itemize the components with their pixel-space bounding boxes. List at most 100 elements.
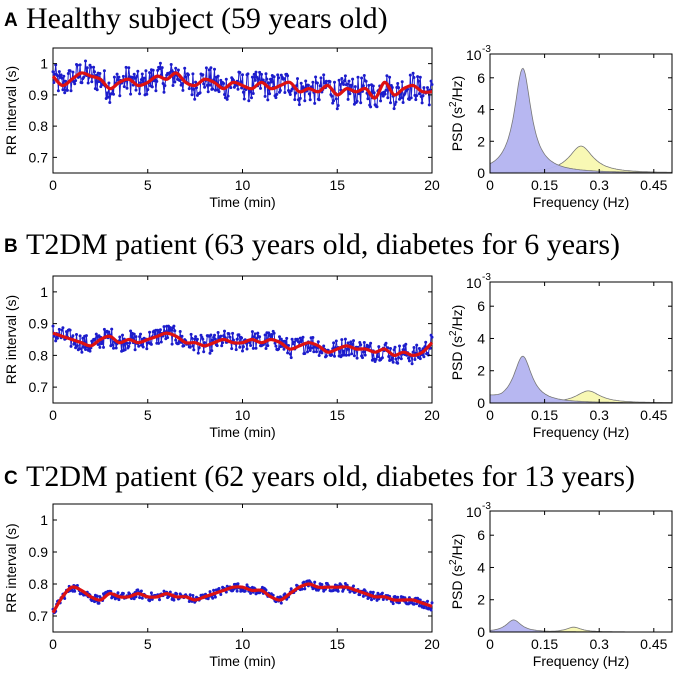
rr-point bbox=[211, 338, 215, 342]
rr-point bbox=[389, 347, 392, 350]
rr-point bbox=[366, 97, 370, 101]
psd-axes-frame bbox=[489, 281, 673, 404]
rr-point bbox=[264, 72, 268, 76]
rr-point bbox=[180, 334, 184, 338]
rr-point bbox=[351, 77, 355, 81]
rr-point bbox=[360, 76, 364, 80]
rr-point bbox=[203, 341, 207, 345]
rr-point bbox=[148, 330, 152, 334]
rr-point bbox=[429, 79, 433, 83]
rr-point bbox=[308, 98, 312, 102]
rr-point bbox=[315, 350, 318, 354]
rr-point bbox=[56, 336, 59, 340]
rr-point bbox=[95, 88, 99, 92]
rr-xtick-label: 5 bbox=[144, 177, 152, 193]
rr-point bbox=[264, 347, 268, 350]
rr-point bbox=[314, 75, 318, 79]
rr-point bbox=[398, 601, 401, 605]
rr-point bbox=[255, 75, 259, 79]
rr-point bbox=[266, 98, 270, 102]
rr-point bbox=[346, 97, 350, 101]
rr-point bbox=[227, 332, 231, 336]
rr-point bbox=[422, 355, 426, 359]
rr-point bbox=[237, 333, 241, 337]
rr-point bbox=[176, 68, 180, 72]
rr-point bbox=[348, 92, 352, 96]
rr-point bbox=[169, 328, 173, 332]
psd-scale-base: 10 bbox=[466, 275, 482, 291]
rr-point bbox=[222, 82, 226, 85]
rr-point bbox=[235, 337, 239, 341]
rr-point bbox=[223, 93, 226, 96]
rr-point bbox=[385, 74, 389, 78]
panel-label: C bbox=[4, 468, 18, 489]
rr-point bbox=[187, 87, 191, 91]
rr-point bbox=[213, 67, 216, 71]
rr-point bbox=[102, 69, 106, 73]
rr-point bbox=[59, 73, 63, 77]
rr-point bbox=[352, 339, 355, 343]
rr-ylabel: RR interval (s) bbox=[3, 295, 19, 384]
rr-point bbox=[320, 351, 324, 355]
rr-point bbox=[266, 344, 270, 348]
rr-point bbox=[240, 336, 244, 340]
rr-point bbox=[230, 347, 234, 351]
rr-point bbox=[84, 348, 87, 351]
rr-ytick-label: 0.8 bbox=[29, 347, 49, 363]
rr-point bbox=[239, 80, 243, 84]
rr-point bbox=[215, 344, 219, 348]
rr-point bbox=[375, 105, 379, 109]
rr-point bbox=[217, 90, 221, 94]
rr-point bbox=[172, 324, 176, 328]
rr-point bbox=[211, 87, 215, 91]
rr-point bbox=[102, 345, 105, 349]
rr-point bbox=[234, 348, 238, 352]
rr-point bbox=[250, 96, 253, 100]
rr-point bbox=[344, 353, 348, 357]
rr-point bbox=[63, 597, 67, 600]
rr-point bbox=[330, 353, 334, 357]
rr-point bbox=[299, 81, 303, 85]
rr-point bbox=[57, 70, 61, 74]
rr-point bbox=[317, 354, 321, 357]
rr-point bbox=[183, 66, 187, 70]
rr-point bbox=[320, 583, 324, 586]
rr-point bbox=[345, 82, 349, 86]
rr-point bbox=[57, 327, 61, 331]
rr-point bbox=[211, 596, 215, 600]
rr-point bbox=[263, 333, 267, 337]
rr-point bbox=[259, 86, 262, 90]
rr-point bbox=[236, 87, 240, 91]
rr-point bbox=[409, 96, 413, 100]
rr-point bbox=[212, 588, 216, 592]
rr-point bbox=[54, 339, 58, 343]
rr-point bbox=[220, 344, 224, 348]
psd-ytick-label: 2 bbox=[477, 133, 485, 149]
rr-point bbox=[279, 601, 283, 605]
rr-point bbox=[387, 355, 391, 358]
psd-xtick-label: 0.45 bbox=[640, 636, 667, 652]
rr-point bbox=[283, 339, 287, 343]
rr-xtick-label: 0 bbox=[49, 177, 57, 193]
rr-point bbox=[134, 335, 138, 339]
rr-point bbox=[74, 79, 78, 83]
panel-A: A Healthy subject (59 years old)0 5 10 15 200… bbox=[3, 2, 673, 210]
rr-point bbox=[331, 101, 335, 105]
rr-point bbox=[116, 78, 120, 82]
psd-ytick-label: 4 bbox=[477, 102, 485, 118]
rr-point bbox=[393, 103, 397, 106]
rr-point bbox=[181, 88, 185, 92]
rr-xtick-label: 20 bbox=[424, 636, 440, 652]
psd-ylabel-sup: 2 bbox=[448, 101, 459, 107]
rr-point bbox=[361, 350, 365, 354]
rr-point bbox=[251, 92, 255, 95]
rr-point bbox=[89, 65, 93, 69]
rr-point bbox=[80, 350, 84, 354]
rr-point bbox=[332, 99, 336, 103]
rr-point bbox=[268, 92, 272, 96]
rr-point bbox=[310, 346, 314, 350]
rr-point bbox=[407, 356, 410, 360]
rr-point bbox=[162, 90, 166, 94]
rr-point bbox=[363, 353, 367, 357]
rr-xtick-label: 10 bbox=[235, 636, 251, 652]
